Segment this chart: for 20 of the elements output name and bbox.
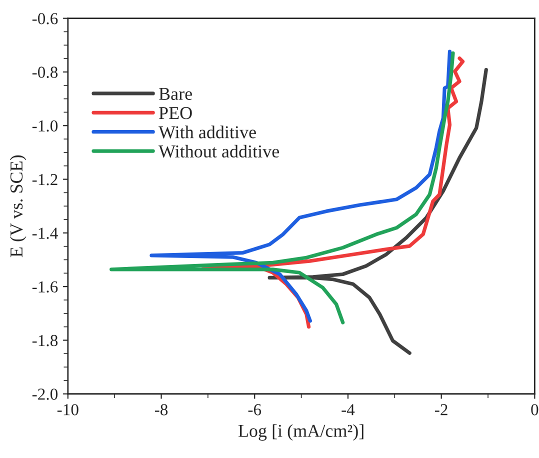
y-tick-label: -1.4	[32, 228, 58, 239]
x-tick-label: -4	[342, 404, 355, 416]
legend-label: Bare	[159, 88, 192, 100]
y-axis-title: E (V vs. SCE)	[10, 155, 26, 258]
x-tick-label: -10	[57, 404, 78, 416]
x-axis-title: Log [i (mA/cm²)]	[238, 424, 364, 441]
y-tick-label: -0.6	[32, 13, 58, 24]
legend-label: Without additive	[158, 144, 279, 158]
y-tick-label: -1.0	[32, 120, 58, 132]
y-tick-label: -1.2	[32, 174, 58, 186]
y-tick-label: -1.6	[32, 281, 58, 293]
y-tick-label: -1.8	[32, 334, 58, 346]
legend-label: With additive	[158, 126, 256, 138]
x-tick-label: -8	[154, 404, 168, 416]
x-tick-label: 0	[531, 404, 538, 416]
legend-label: PEO	[159, 107, 192, 120]
y-tick-label: -0.8	[32, 66, 58, 78]
y-tick-label: -2.0	[32, 388, 58, 400]
x-tick-label: -2	[435, 404, 448, 416]
x-tick-label: -6	[248, 404, 262, 416]
